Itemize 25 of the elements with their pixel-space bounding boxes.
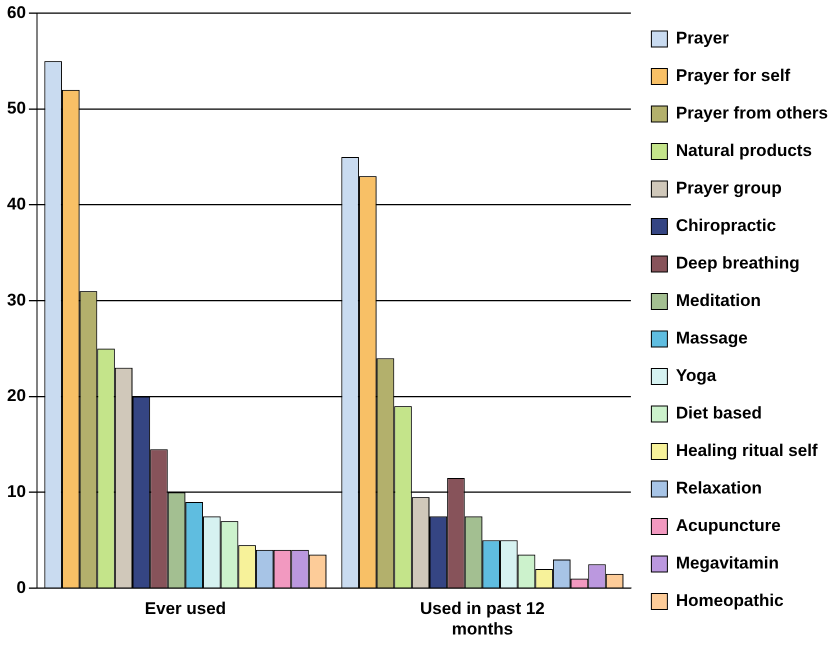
y-tick-label: 10 xyxy=(6,482,26,502)
y-tick-label: 0 xyxy=(16,578,26,597)
legend-label: Relaxation xyxy=(676,478,762,498)
legend-label: Prayer group xyxy=(676,178,782,198)
legend-label: Homeopathic xyxy=(676,591,784,610)
legend-label: Deep breathing xyxy=(676,254,800,273)
x-tick-label: Ever used xyxy=(144,599,226,618)
y-tick-label: 40 xyxy=(6,194,26,214)
y-tick-label: 20 xyxy=(6,386,26,406)
legend-label: Natural products xyxy=(676,141,812,160)
y-tick-label: 50 xyxy=(6,98,26,118)
x-tick-label: Used in past 12 months xyxy=(420,599,545,638)
legend-label: Diet based xyxy=(676,404,762,423)
legend-label: Acupuncture xyxy=(676,516,781,536)
y-tick-label: 60 xyxy=(6,2,26,22)
legend-label: Prayer xyxy=(676,28,730,48)
legend-label: Healing ritual self xyxy=(676,441,818,460)
legend-label: Megavitamin xyxy=(676,554,779,573)
y-tick-label: 30 xyxy=(6,290,26,310)
legend-label: Chiropractic xyxy=(676,216,776,236)
legend-label: Yoga xyxy=(676,366,717,386)
legend-label: Prayer from others xyxy=(676,104,828,123)
legend-label: Prayer for self xyxy=(676,66,791,86)
legend-label: Massage xyxy=(676,328,748,348)
legend-label: Meditation xyxy=(676,291,761,310)
